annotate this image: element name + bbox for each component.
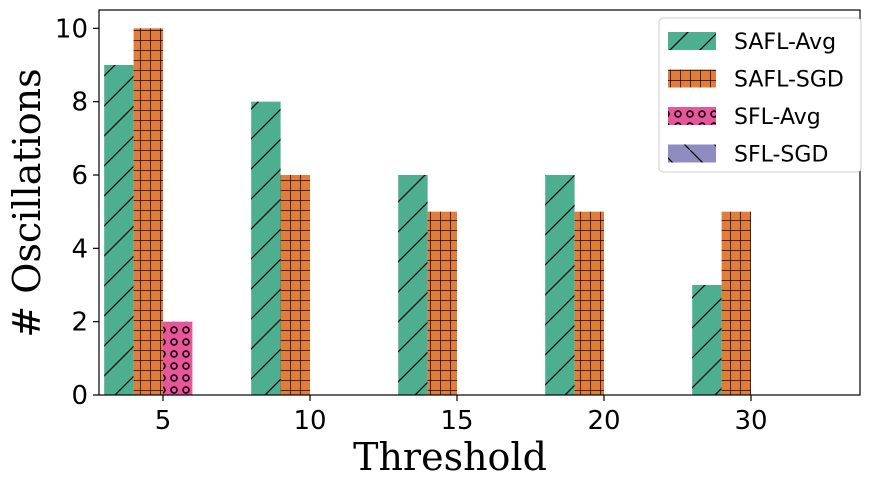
bar-safl-sgd-10 xyxy=(280,175,310,395)
bar-safl-avg-30 xyxy=(692,285,722,395)
legend-swatch-hatch xyxy=(668,107,716,125)
bar-safl-sgd-15 xyxy=(427,211,457,395)
x-tick-label: 20 xyxy=(587,406,620,436)
bar-safl-sgd-5 xyxy=(133,28,163,395)
bar-hatch xyxy=(133,28,163,395)
bar-hatch xyxy=(280,175,310,395)
bar-hatch xyxy=(398,175,428,395)
bar-safl-avg-15 xyxy=(398,175,428,395)
legend-label: SFL-SGD xyxy=(734,143,828,168)
bar-hatch xyxy=(427,211,457,395)
y-tick-label: 10 xyxy=(55,14,88,44)
legend-swatch-hatch xyxy=(668,144,716,163)
bar-hatch xyxy=(163,321,193,395)
legend-swatch-hatch xyxy=(668,69,716,88)
y-tick-label: 8 xyxy=(71,88,88,118)
x-axis: 5 10 15 20 30 xyxy=(155,395,768,436)
legend-item-sfl-avg: SFL-Avg xyxy=(668,105,821,130)
bar-sfl-avg-5 xyxy=(163,321,193,395)
y-tick-label: 0 xyxy=(71,381,88,411)
bar-safl-sgd-20 xyxy=(574,211,604,395)
bar-hatch xyxy=(692,285,722,395)
bar-hatch xyxy=(574,211,604,395)
x-tick-label: 5 xyxy=(155,406,172,436)
bar-hatch xyxy=(545,175,575,395)
x-axis-title: Threshold xyxy=(353,435,547,479)
x-tick-label: 30 xyxy=(734,406,767,436)
legend-label: SAFL-Avg xyxy=(734,30,836,55)
bar-hatch xyxy=(721,211,751,395)
bar-hatch xyxy=(104,65,134,395)
bar-safl-avg-10 xyxy=(251,101,281,396)
y-axis-title: # Oscillations xyxy=(5,68,49,337)
x-tick-label: 10 xyxy=(293,406,326,436)
y-tick-label: 4 xyxy=(71,234,88,264)
legend: SAFL-Avg SAFL-SGD SFL-Avg SFL-SGD xyxy=(658,17,862,173)
legend-label: SAFL-SGD xyxy=(734,68,844,93)
bar-safl-avg-5 xyxy=(104,65,134,395)
bar-safl-sgd-30 xyxy=(721,211,751,395)
legend-label: SFL-Avg xyxy=(734,105,821,130)
legend-swatch-hatch xyxy=(668,32,716,50)
bar-safl-avg-20 xyxy=(545,175,575,395)
legend-item-safl-sgd: SAFL-SGD xyxy=(668,68,844,93)
legend-box xyxy=(658,17,862,173)
y-axis: 0 2 4 6 8 10 xyxy=(55,14,99,411)
y-tick-label: 2 xyxy=(71,308,88,338)
plot-frame xyxy=(98,9,861,396)
y-tick-label: 6 xyxy=(71,161,88,191)
bars xyxy=(104,28,751,396)
x-tick-label: 15 xyxy=(440,406,473,436)
legend-item-safl-avg: SAFL-Avg xyxy=(668,30,836,55)
legend-item-sfl-sgd: SFL-SGD xyxy=(668,143,828,168)
bar-hatch xyxy=(251,101,281,396)
